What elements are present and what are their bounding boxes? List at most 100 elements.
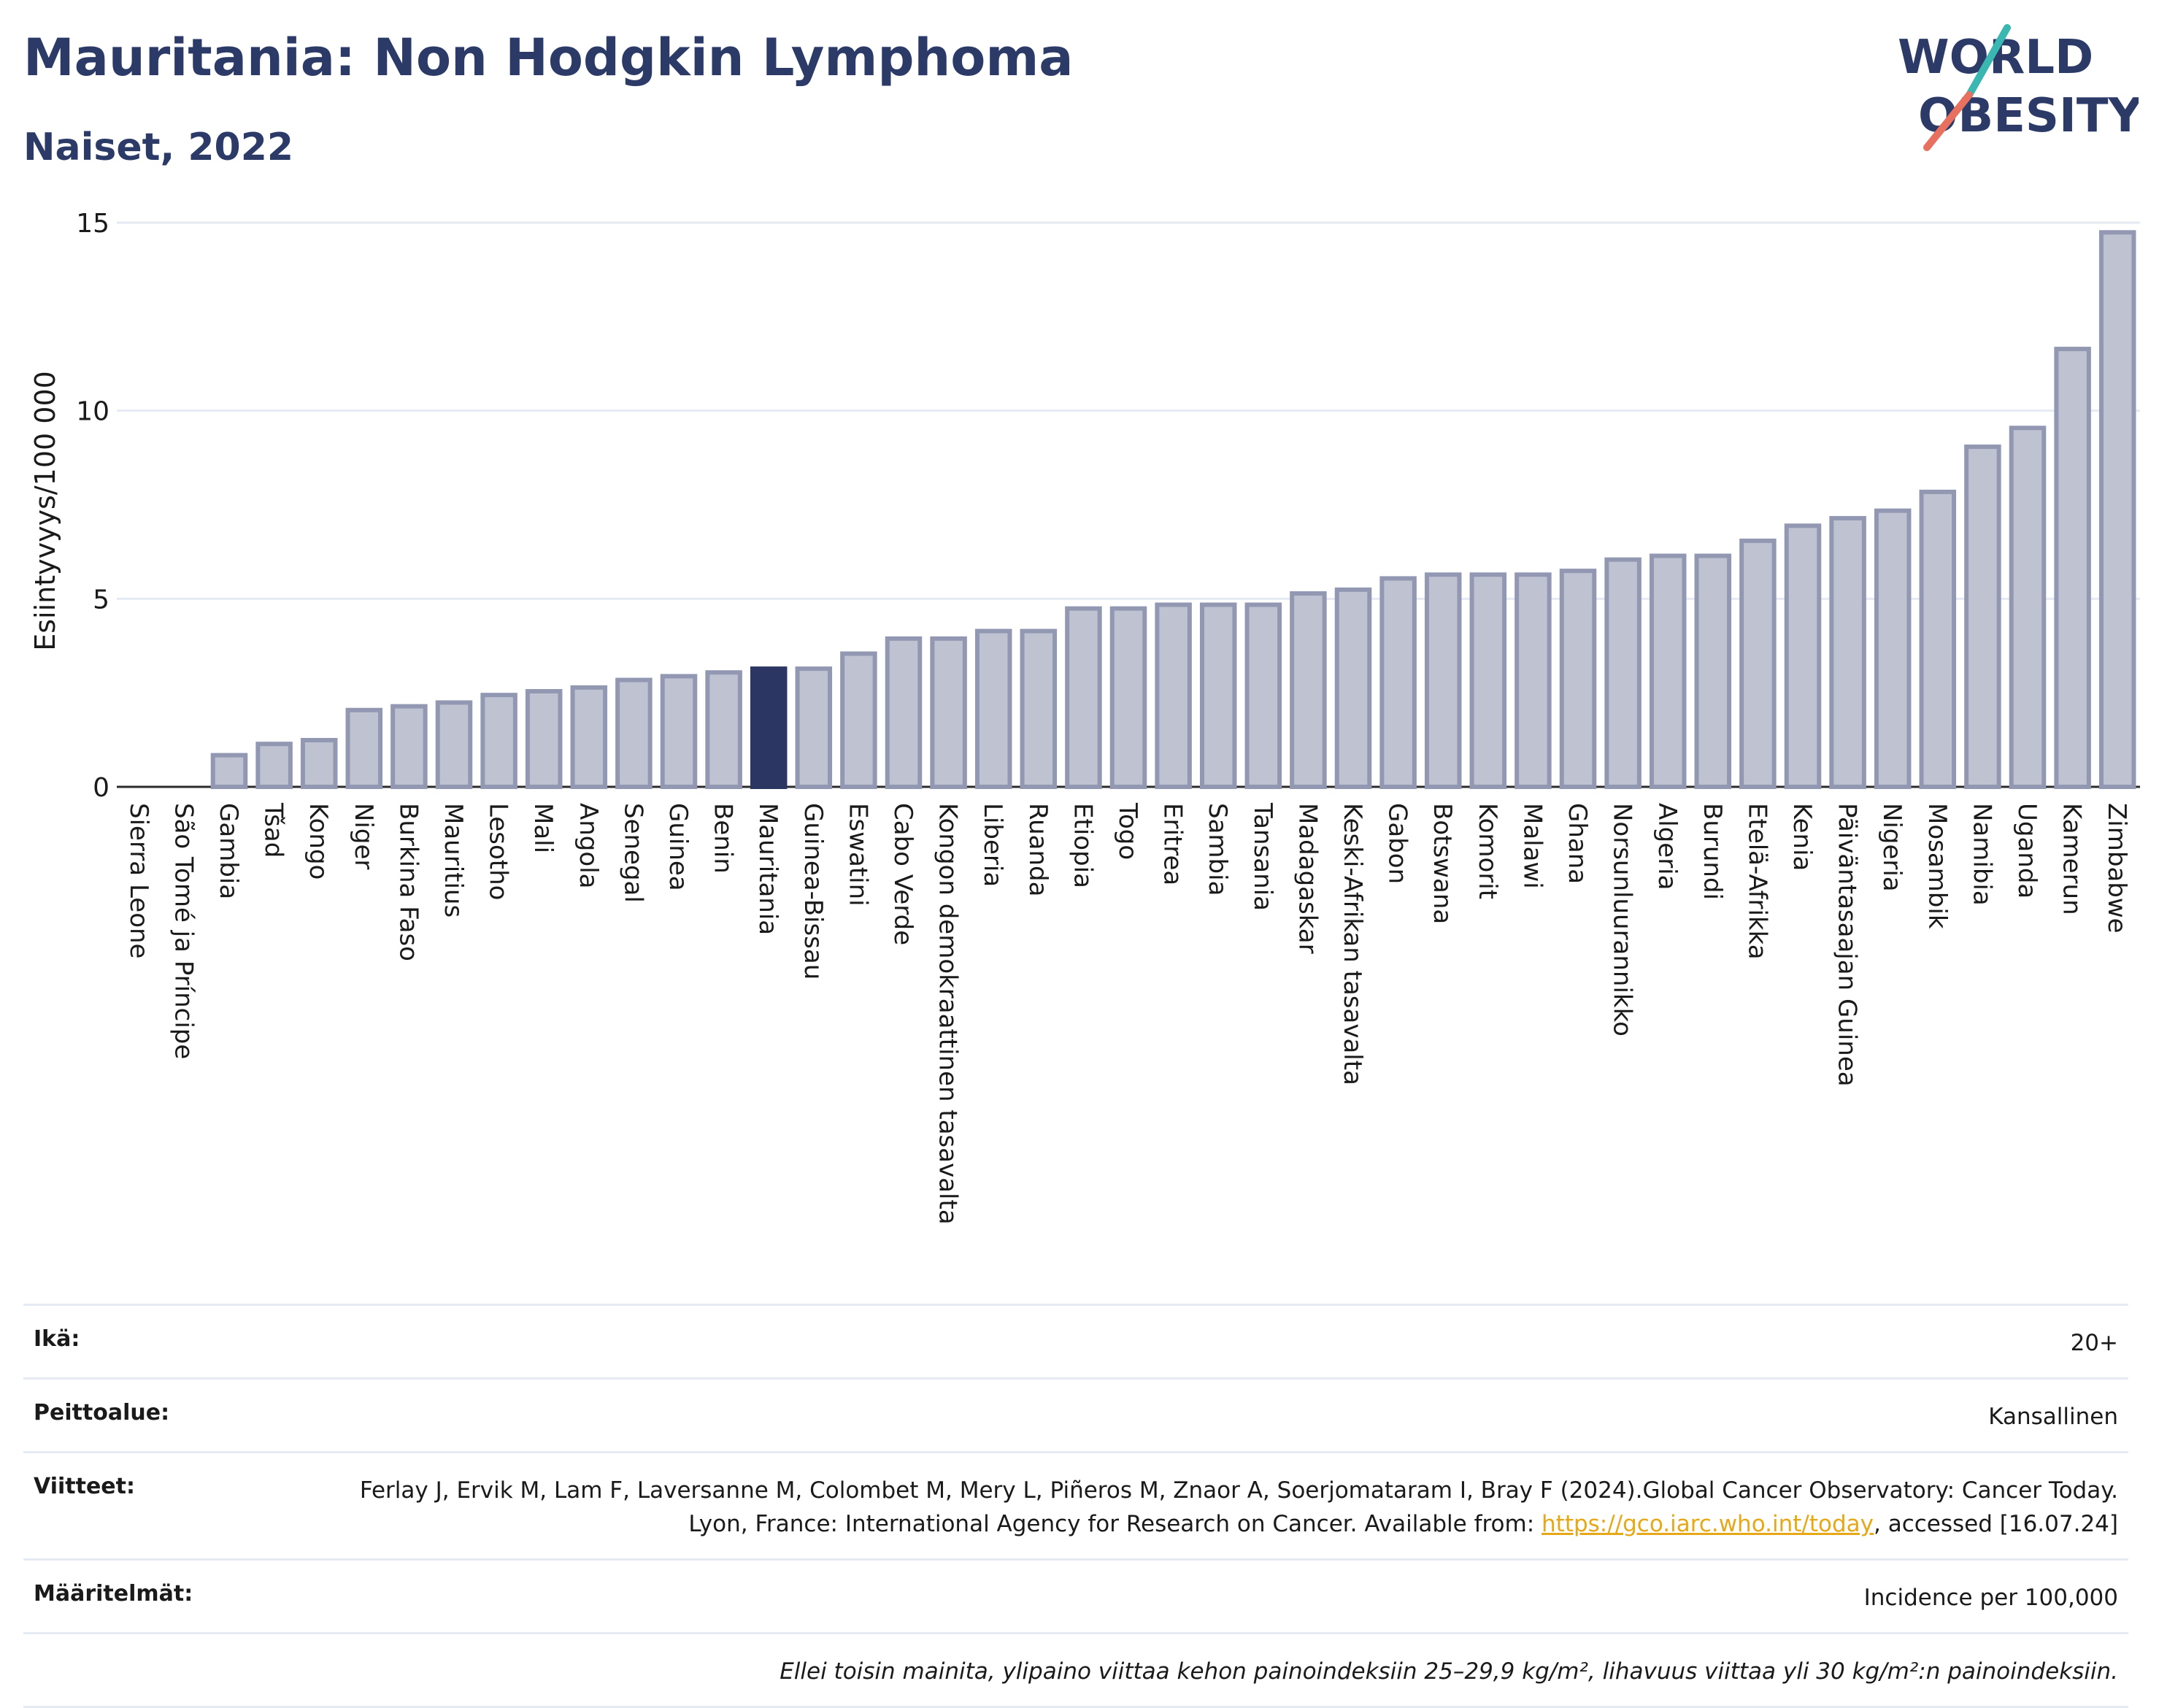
- definitions-value: Incidence per 100,000: [1863, 1585, 2118, 1611]
- age-label: Ikä:: [34, 1326, 80, 1352]
- x-tick-label: Algeria: [1652, 803, 1682, 890]
- bar-34: [1649, 553, 1687, 789]
- coverage-label: Peittoalue:: [34, 1400, 170, 1426]
- x-tick-label: Mauritius: [439, 803, 468, 918]
- bar-35: [1694, 553, 1732, 789]
- x-tick-label: Ruanda: [1023, 803, 1052, 896]
- x-tick-label: Etiopia: [1068, 803, 1097, 888]
- bar-39: [1874, 508, 1912, 789]
- logo-text-world: WORLD: [1898, 31, 2093, 85]
- bar-29: [1424, 572, 1462, 789]
- x-tick-label: Kongo: [304, 803, 333, 880]
- x-tick-label: Guinea-Bissau: [798, 803, 828, 980]
- bar-44: [2098, 230, 2136, 790]
- world-obesity-logo: WORLD OBESITY: [1898, 24, 2139, 151]
- references-text: Ferlay J, Ervik M, Lam F, Laversanne M, …: [359, 1477, 2118, 1537]
- x-tick-label: Zimbabwe: [2102, 803, 2131, 934]
- bar-30: [1469, 572, 1507, 789]
- bar-16: [840, 651, 877, 789]
- y-tick-label: 15: [76, 209, 109, 239]
- bar-13: [705, 670, 742, 789]
- bar-41: [1964, 445, 2001, 790]
- x-tick-label: Burkina Faso: [393, 803, 423, 961]
- bar-37: [1784, 523, 1822, 789]
- y-tick-label: 5: [93, 585, 109, 615]
- bar-27: [1334, 587, 1372, 790]
- x-tick-label: Niger: [349, 803, 378, 869]
- x-tick-label: Togo: [1113, 802, 1142, 860]
- x-tick-label: Sambia: [1203, 803, 1232, 896]
- x-tick-label: Angola: [574, 803, 603, 888]
- bar-4: [300, 738, 338, 789]
- x-tick-label: Gambia: [214, 803, 243, 899]
- bar-22: [1109, 606, 1147, 790]
- bar-21: [1065, 606, 1102, 790]
- y-axis-label: Esiintyvyys/100 000: [29, 371, 61, 651]
- x-tick-label: Tansania: [1248, 802, 1277, 911]
- x-tick-label: Kongon demokraattinen tasavalta: [934, 803, 963, 1225]
- x-tick-label: Benin: [709, 803, 738, 874]
- x-tick-label: Etelä-Afrikka: [1742, 803, 1771, 960]
- x-tick-label: Eswatini: [843, 803, 872, 907]
- y-tick-labels: 0 5 10 15: [76, 209, 109, 803]
- x-tick-label: Uganda: [2012, 803, 2041, 899]
- info-row-age: Ikä: 20+: [23, 1304, 2128, 1377]
- bar-17: [885, 636, 923, 789]
- age-value: 20+: [2070, 1330, 2118, 1356]
- bar-40: [1919, 489, 1957, 789]
- x-tick-label: Malawi: [1517, 803, 1547, 889]
- references-link[interactable]: https://gco.iarc.who.int/today: [1542, 1511, 1874, 1537]
- bar-8: [480, 693, 517, 790]
- x-tick-labels: Sierra Leone São Tomé ja Príncipe Gambia Tš…: [124, 802, 2131, 1225]
- bar-43: [2054, 347, 2091, 789]
- bar-10: [570, 685, 608, 789]
- y-tick-label: 10: [76, 397, 109, 427]
- x-tick-label: Ghana: [1563, 803, 1592, 884]
- logo-slash-teal: [1966, 24, 2011, 99]
- bar-23: [1155, 602, 1192, 790]
- x-tick-label: Botswana: [1428, 803, 1457, 924]
- x-tick-label: Kamerun: [2058, 803, 2087, 915]
- bar-42: [2009, 426, 2047, 790]
- x-tick-label: Madagaskar: [1293, 803, 1322, 954]
- x-tick-label: Kenia: [1787, 803, 1817, 871]
- bar-2: [210, 753, 248, 789]
- x-tick-label: Cabo Verde: [888, 803, 917, 945]
- bar-11: [615, 677, 653, 790]
- x-tick-label: Tšad: [259, 802, 288, 858]
- x-tick-label: Eritrea: [1158, 803, 1188, 885]
- x-tick-label: Nigeria: [1877, 803, 1906, 892]
- x-tick-label: Lesotho: [484, 803, 513, 900]
- bar-chart: 0 5 10 15 Sierra Leone São Tomé ja Príncipe G…: [29, 209, 2140, 1225]
- x-tick-label: Mauritania: [753, 803, 782, 935]
- bar-5: [345, 707, 383, 790]
- bar-32: [1559, 569, 1597, 790]
- bar-28: [1379, 576, 1417, 789]
- y-tick-label: 0: [93, 773, 109, 803]
- x-tick-label: Päiväntasaajan Guinea: [1833, 803, 1862, 1087]
- x-tick-label: Namibia: [1967, 803, 1996, 906]
- bar-3: [255, 742, 293, 789]
- references-value: Ferlay J, Ervik M, Lam F, Laversanne M, …: [330, 1474, 2118, 1541]
- x-tick-label: Mali: [528, 803, 558, 853]
- info-row-coverage: Peittoalue: Kansallinen: [23, 1377, 2128, 1451]
- info-table: Ikä: 20+ Peittoalue: Kansallinen Viittee…: [23, 1304, 2128, 1708]
- references-tail: , accessed [16.07.24]: [1873, 1511, 2118, 1537]
- bar-26: [1290, 591, 1327, 789]
- logo-slash-coral: [1923, 91, 1973, 151]
- footnote: Ellei toisin mainita, ylipaino viittaa k…: [780, 1658, 2118, 1685]
- info-row-note: Ellei toisin mainita, ylipaino viittaa k…: [23, 1632, 2128, 1708]
- bar-36: [1739, 538, 1777, 789]
- info-row-definitions: Määritelmät: Incidence per 100,000: [23, 1558, 2128, 1632]
- x-tick-label: Gabon: [1383, 803, 1412, 884]
- x-tick-label: São Tomé ja Príncipe: [169, 803, 198, 1059]
- info-row-references: Viitteet: Ferlay J, Ervik M, Lam F, Lave…: [23, 1451, 2128, 1558]
- x-tick-label: Liberia: [978, 803, 1007, 887]
- bar-18: [930, 636, 967, 789]
- chart-title: Mauritania: Non Hodgkin Lymphoma: [23, 28, 1074, 88]
- x-tick-label: Burundi: [1698, 803, 1727, 900]
- bar-12: [660, 674, 698, 790]
- bar-25: [1244, 602, 1282, 790]
- x-tick-label: Guinea: [663, 803, 693, 891]
- bar-6: [390, 704, 428, 789]
